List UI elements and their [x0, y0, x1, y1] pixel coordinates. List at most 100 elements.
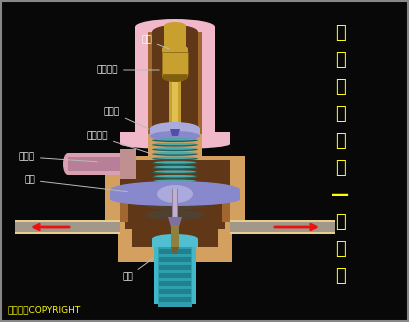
- Ellipse shape: [152, 157, 198, 160]
- Bar: [112, 220, 238, 234]
- Ellipse shape: [152, 234, 198, 244]
- Text: 东方仿真COPYRIGHT: 东方仿真COPYRIGHT: [8, 305, 81, 314]
- Ellipse shape: [154, 147, 196, 150]
- Text: 锁紧螺母: 锁紧螺母: [97, 65, 159, 74]
- Ellipse shape: [120, 139, 230, 149]
- Ellipse shape: [162, 72, 188, 82]
- Ellipse shape: [154, 152, 196, 155]
- Ellipse shape: [110, 181, 240, 199]
- Text: 噪: 噪: [335, 51, 345, 69]
- Ellipse shape: [154, 166, 196, 168]
- Ellipse shape: [164, 48, 186, 56]
- Ellipse shape: [154, 161, 196, 164]
- Bar: [158, 242, 192, 307]
- Bar: [162, 52, 188, 74]
- Bar: [164, 26, 186, 52]
- Bar: [159, 281, 191, 286]
- Text: 器: 器: [335, 267, 345, 285]
- Ellipse shape: [150, 122, 200, 136]
- Bar: [118, 248, 156, 262]
- Polygon shape: [105, 184, 245, 194]
- Ellipse shape: [152, 175, 198, 179]
- Bar: [152, 32, 198, 132]
- Bar: [152, 239, 198, 247]
- Ellipse shape: [154, 156, 196, 159]
- Ellipse shape: [154, 170, 196, 173]
- Bar: [120, 210, 230, 214]
- Polygon shape: [171, 247, 179, 254]
- Bar: [162, 49, 188, 77]
- Ellipse shape: [152, 171, 198, 174]
- Ellipse shape: [154, 138, 196, 141]
- Ellipse shape: [154, 180, 196, 182]
- Ellipse shape: [157, 185, 193, 203]
- Ellipse shape: [162, 44, 188, 54]
- Text: 护罩: 护罩: [141, 35, 169, 49]
- Polygon shape: [170, 129, 180, 136]
- Ellipse shape: [152, 180, 198, 184]
- Ellipse shape: [152, 162, 198, 165]
- Ellipse shape: [152, 25, 198, 39]
- Bar: [159, 257, 191, 262]
- Polygon shape: [168, 217, 182, 227]
- Ellipse shape: [152, 148, 198, 151]
- Bar: [148, 132, 202, 162]
- Ellipse shape: [154, 175, 196, 177]
- Text: —: —: [331, 186, 349, 204]
- Bar: [150, 128, 200, 136]
- Bar: [105, 192, 245, 222]
- Bar: [120, 160, 230, 212]
- Ellipse shape: [135, 19, 215, 35]
- Bar: [120, 132, 230, 144]
- Text: 喷嘴: 喷嘴: [122, 259, 153, 281]
- Bar: [159, 273, 191, 278]
- Ellipse shape: [164, 22, 186, 30]
- Bar: [159, 297, 191, 302]
- Text: 调: 调: [335, 105, 345, 123]
- Polygon shape: [140, 162, 210, 177]
- Bar: [169, 49, 181, 127]
- Text: 压: 压: [335, 132, 345, 150]
- Bar: [171, 225, 179, 247]
- Ellipse shape: [152, 138, 198, 142]
- Text: 挥: 挥: [335, 240, 345, 258]
- Ellipse shape: [152, 143, 198, 147]
- Bar: [105, 194, 245, 222]
- Ellipse shape: [152, 166, 198, 170]
- Bar: [159, 249, 191, 254]
- Bar: [132, 227, 218, 247]
- Bar: [68, 157, 125, 171]
- Bar: [230, 222, 335, 232]
- Bar: [125, 199, 225, 229]
- Bar: [172, 189, 178, 247]
- Text: 控制弹簧: 控制弹簧: [86, 131, 149, 153]
- Text: 弹簧座: 弹簧座: [104, 108, 148, 129]
- Bar: [15, 222, 120, 232]
- Text: 指: 指: [335, 213, 345, 231]
- Text: 低: 低: [335, 24, 345, 42]
- Ellipse shape: [63, 153, 73, 175]
- Text: 进气孔: 进气孔: [19, 153, 97, 162]
- Bar: [118, 220, 232, 240]
- Ellipse shape: [150, 131, 200, 141]
- Text: 声: 声: [335, 78, 345, 96]
- Ellipse shape: [154, 143, 196, 145]
- Bar: [120, 194, 128, 222]
- Bar: [148, 32, 152, 132]
- Bar: [173, 189, 177, 247]
- Bar: [118, 232, 232, 250]
- Bar: [230, 220, 335, 234]
- Bar: [15, 220, 120, 234]
- Bar: [105, 156, 245, 194]
- Bar: [68, 153, 128, 175]
- Bar: [159, 289, 191, 294]
- Ellipse shape: [145, 210, 205, 220]
- Ellipse shape: [152, 152, 198, 156]
- Bar: [148, 130, 202, 134]
- Bar: [172, 49, 178, 127]
- Bar: [135, 27, 215, 137]
- Bar: [194, 248, 232, 262]
- Ellipse shape: [123, 153, 133, 175]
- Ellipse shape: [140, 196, 210, 210]
- Ellipse shape: [110, 192, 240, 206]
